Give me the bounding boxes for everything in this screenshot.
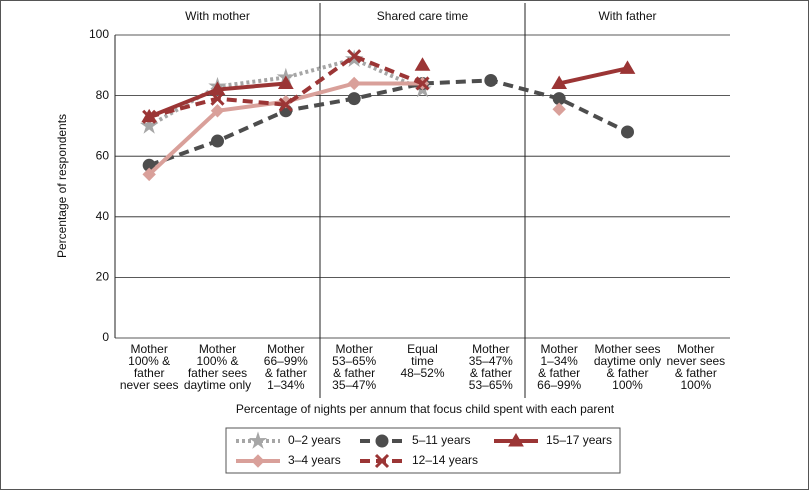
point-marker [347, 49, 362, 64]
x-tick-label: daytime only [594, 354, 661, 368]
point-marker [619, 60, 636, 74]
x-tick-label: Mother sees [594, 342, 660, 356]
x-tick-label: Mother [335, 342, 372, 356]
y-tick-label: 0 [102, 330, 109, 344]
point-marker [552, 102, 566, 116]
x-tick-label: 66–99% [537, 378, 581, 392]
point-marker [414, 57, 431, 71]
x-axis-label: Percentage of nights per annum that focu… [236, 402, 615, 416]
section-heading: With father [598, 9, 656, 23]
x-tick-label: never sees [666, 354, 725, 368]
x-tick-label: & father [606, 366, 648, 380]
legend-marker [508, 433, 524, 447]
series-line [148, 78, 629, 168]
x-tick-label: 53–65% [469, 378, 513, 392]
x-tick-label: father [134, 366, 165, 380]
x-tick-label: & father [675, 366, 717, 380]
x-tick-label: 48–52% [400, 366, 444, 380]
point-marker [347, 76, 361, 91]
x-tick-label: Mother [199, 342, 236, 356]
y-tick-label: 60 [96, 148, 110, 162]
legend-label: 5–11 years [412, 433, 470, 447]
x-tick-label: father sees [188, 366, 247, 380]
legend-label: 0–2 years [288, 433, 341, 447]
x-tick-label: Mother [267, 342, 304, 356]
section-heading: With mother [185, 9, 250, 23]
legend-marker [251, 454, 265, 468]
point-marker [278, 97, 293, 112]
x-tick-label: Mother [540, 342, 577, 356]
point-marker [142, 167, 156, 182]
x-tick-label: Mother [677, 342, 714, 356]
x-tick-label: 35–47% [469, 354, 513, 368]
x-tick-label: daytime only [184, 378, 251, 392]
point-marker [415, 76, 430, 91]
legend-box [225, 427, 621, 474]
legend-marker [374, 453, 390, 469]
y-tick-label: 80 [96, 88, 110, 102]
x-tick-label: & father [538, 366, 580, 380]
point-marker [139, 116, 159, 134]
y-tick-label: 40 [96, 209, 110, 223]
x-tick-label: Mother [130, 342, 167, 356]
series-line [148, 53, 424, 119]
x-tick-label: 100% & [128, 354, 170, 368]
x-tick-label: never sees [120, 378, 179, 392]
x-tick-label: 66–99% [264, 354, 308, 368]
x-tick-label: 35–47% [332, 378, 376, 392]
point-marker [484, 73, 498, 87]
point-marker [347, 92, 361, 106]
y-tick-label: 20 [96, 270, 110, 284]
legend-label: 3–4 years [288, 453, 341, 467]
legend-label: 12–14 years [412, 453, 478, 467]
legend-marker [248, 431, 268, 449]
x-tick-label: 100% [612, 378, 643, 392]
point-marker [277, 75, 294, 89]
y-axis-label: Percentage of respondents [55, 114, 69, 258]
point-marker [551, 75, 568, 89]
y-tick-label: 100 [89, 27, 109, 41]
x-tick-label: 53–65% [332, 354, 376, 368]
x-tick-label: 100% & [196, 354, 238, 368]
legend-marker [375, 434, 389, 448]
section-heading: Shared care time [377, 9, 469, 23]
point-marker [142, 109, 157, 124]
point-marker [211, 134, 224, 148]
x-tick-label: & father [333, 366, 375, 380]
point-marker [210, 91, 225, 106]
point-marker [210, 104, 225, 118]
legend-label: 15–17 years [546, 433, 612, 447]
x-tick-label: 1–34% [267, 378, 305, 392]
x-tick-label: time [411, 354, 434, 368]
x-tick-label: 100% [680, 378, 711, 392]
x-tick-label: Mother [472, 342, 509, 356]
point-marker [621, 125, 634, 139]
x-tick-label: & father [265, 366, 307, 380]
x-tick-label: 1–34% [540, 354, 578, 368]
x-tick-label: & father [470, 366, 512, 380]
x-tick-label: Equal [407, 342, 438, 356]
point-marker [209, 81, 226, 96]
